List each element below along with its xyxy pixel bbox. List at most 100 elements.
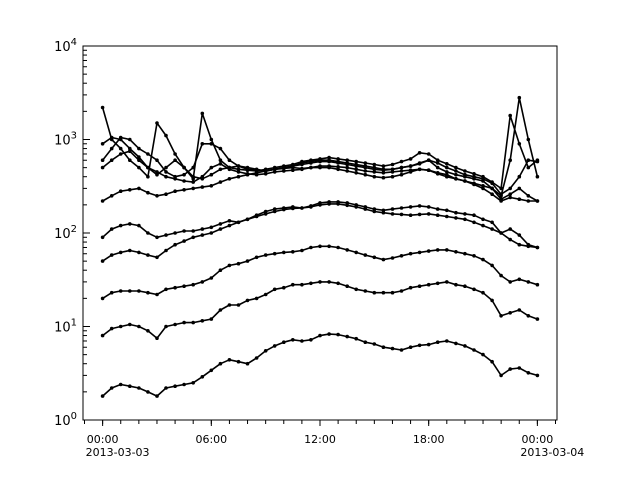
data-point [146, 253, 150, 257]
data-point [318, 333, 322, 338]
data-point [128, 158, 132, 162]
data-point [445, 214, 449, 219]
data-point [137, 165, 141, 170]
data-point [472, 172, 476, 176]
data-point [363, 161, 368, 165]
data-point [508, 192, 512, 196]
data-point [200, 319, 205, 323]
data-point [435, 248, 440, 252]
data-point [372, 174, 377, 179]
data-point [354, 159, 359, 164]
data-point [137, 186, 141, 191]
data-point [155, 170, 159, 174]
data-point [508, 113, 512, 118]
data-point [463, 172, 467, 177]
series-0 [100, 332, 540, 398]
data-point [535, 174, 540, 179]
data-point [218, 146, 223, 151]
data-point [164, 324, 168, 329]
data-point [327, 155, 331, 160]
y-tick-exponent: 1 [71, 318, 77, 329]
data-point [399, 254, 404, 258]
data-point [155, 292, 159, 297]
data-point [146, 152, 150, 156]
y-tick-base: 10 [54, 40, 71, 55]
data-point [372, 162, 377, 167]
data-point [490, 263, 494, 268]
data-point [236, 174, 241, 179]
data-point [363, 172, 368, 177]
data-point [155, 158, 159, 162]
data-point [100, 235, 105, 240]
data-point [182, 165, 186, 170]
data-point [128, 289, 132, 293]
data-point [345, 201, 350, 205]
data-point [309, 158, 313, 162]
data-point [381, 290, 386, 295]
data-point [291, 282, 295, 287]
data-point [490, 181, 494, 186]
data-point [128, 146, 132, 151]
data-point [109, 227, 114, 231]
data-point [354, 287, 359, 292]
data-point [291, 205, 295, 209]
data-point [517, 366, 522, 370]
data-point [200, 142, 205, 146]
data-point [426, 342, 431, 347]
data-point [209, 142, 214, 146]
data-point [490, 359, 494, 364]
data-point [517, 186, 522, 191]
data-point [191, 177, 195, 181]
data-point [517, 308, 522, 312]
data-point [445, 339, 449, 343]
data-point [118, 189, 123, 193]
data-point [118, 152, 123, 156]
data-point [535, 373, 540, 378]
data-point [463, 169, 467, 173]
data-point [209, 368, 214, 373]
data-point [245, 259, 250, 263]
data-point [535, 245, 540, 250]
data-point [100, 199, 105, 203]
data-point [282, 250, 286, 255]
data-point [200, 111, 205, 116]
data-point [481, 177, 485, 181]
data-point [336, 157, 340, 161]
data-point [218, 268, 223, 273]
data-point [508, 195, 512, 200]
data-point [445, 162, 449, 166]
data-point [426, 152, 431, 156]
data-point [164, 248, 168, 253]
data-point [155, 394, 159, 398]
data-point [381, 164, 386, 168]
data-point [517, 277, 522, 282]
data-point [272, 287, 277, 292]
data-point [155, 336, 159, 341]
data-point [399, 212, 404, 217]
data-point [209, 231, 214, 235]
data-point [390, 290, 395, 295]
x-tick-date-label: 2013-03-04 [520, 446, 584, 459]
data-point [435, 340, 440, 345]
data-point [254, 213, 259, 217]
data-point [245, 217, 250, 222]
data-point [390, 167, 395, 172]
y-tick-label: 102 [54, 224, 77, 242]
data-point [272, 207, 277, 211]
data-point [100, 394, 105, 398]
data-point [499, 231, 503, 235]
data-point [164, 192, 168, 196]
data-point [155, 121, 159, 125]
data-point [336, 165, 340, 169]
data-point [128, 188, 132, 192]
data-point [182, 320, 186, 325]
data-point [300, 248, 304, 253]
data-point [128, 149, 132, 153]
data-point [472, 213, 476, 217]
data-point [272, 344, 277, 348]
data-point [499, 186, 503, 191]
data-point [209, 165, 214, 170]
data-point [173, 152, 177, 156]
data-point [435, 158, 440, 162]
